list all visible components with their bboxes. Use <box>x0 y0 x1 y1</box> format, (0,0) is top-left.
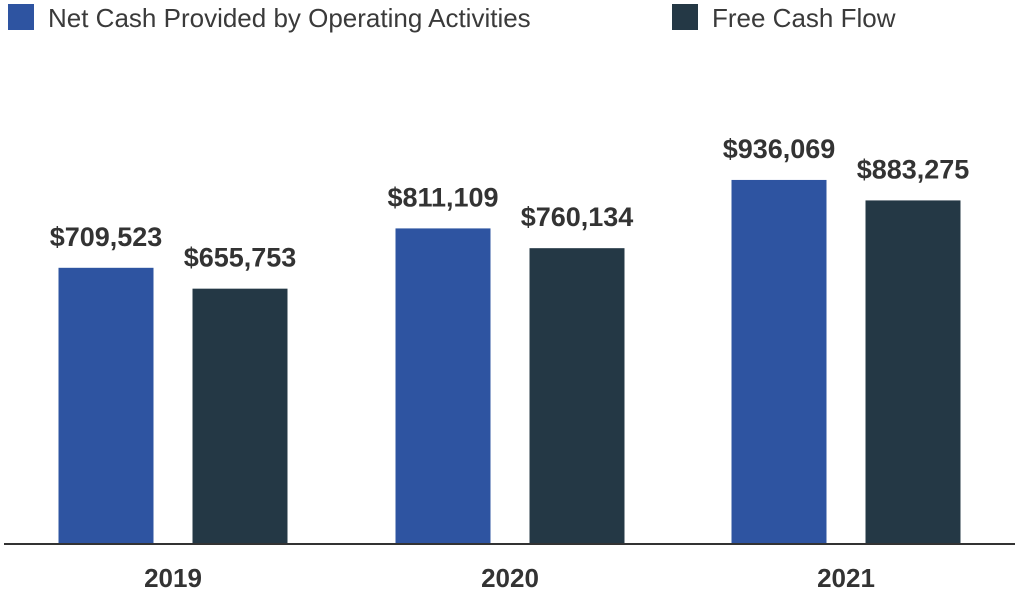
x-tick-label-2021: 2021 <box>817 563 875 593</box>
value-label-operating-cash-2020: $811,109 <box>387 182 498 212</box>
value-label-operating-cash-2019: $709,523 <box>50 222 163 252</box>
x-tick-label-2019: 2019 <box>144 563 202 593</box>
bar-free-cash-flow-2020 <box>529 248 625 543</box>
legend-label-operating-cash: Net Cash Provided by Operating Activitie… <box>48 3 531 33</box>
legend-swatch-operating-cash <box>8 4 34 30</box>
bars-group <box>58 179 961 544</box>
bar-free-cash-flow-2021 <box>865 200 961 544</box>
value-label-free-cash-flow-2020: $760,134 <box>521 202 634 232</box>
bar-operating-cash-2019 <box>58 267 154 543</box>
value-label-free-cash-flow-2021: $883,275 <box>857 154 970 184</box>
value-label-free-cash-flow-2019: $655,753 <box>184 243 297 273</box>
bar-free-cash-flow-2019 <box>192 288 288 543</box>
bar-operating-cash-2020 <box>395 228 491 543</box>
bar-operating-cash-2021 <box>731 179 827 543</box>
x-tick-labels-group: 2019 2020 2021 <box>144 563 875 593</box>
value-labels-group: $709,523 $655,753 $811,109 $760,134 $936,069… <box>50 134 970 273</box>
legend-label-free-cash-flow: Free Cash Flow <box>712 3 896 33</box>
legend: Net Cash Provided by Operating Activitie… <box>8 3 896 33</box>
legend-swatch-free-cash-flow <box>672 4 698 30</box>
value-label-operating-cash-2021: $936,069 <box>723 134 836 164</box>
x-tick-label-2020: 2020 <box>481 563 539 593</box>
